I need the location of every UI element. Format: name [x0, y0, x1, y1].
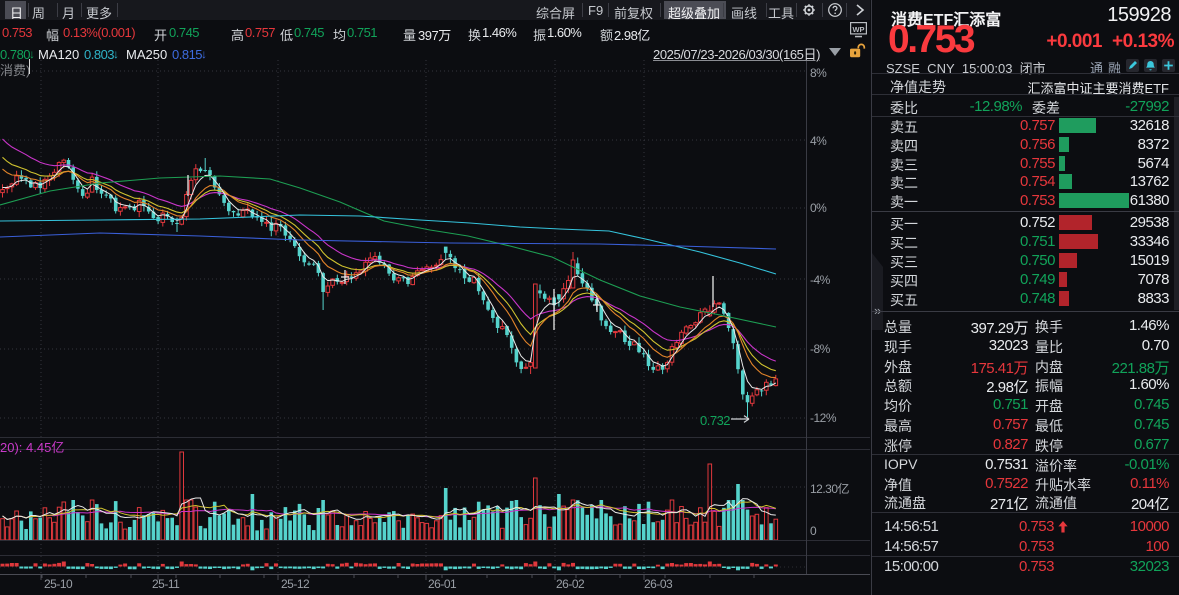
svg-text:WP: WP — [852, 25, 864, 34]
